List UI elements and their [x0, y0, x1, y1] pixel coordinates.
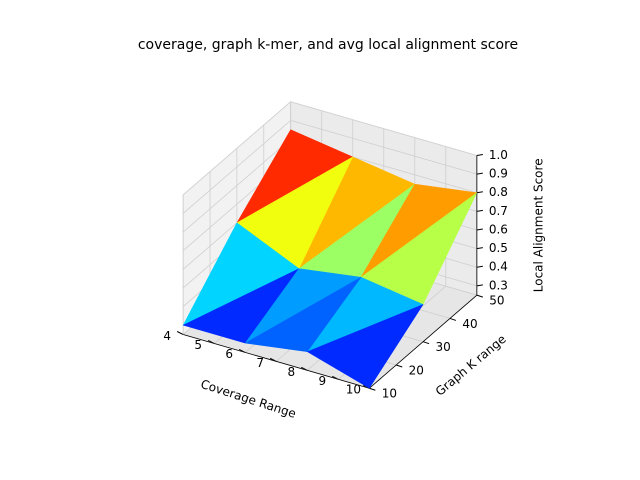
grid-line — [290, 119, 477, 175]
surface-facet — [306, 303, 424, 389]
z-tick-label: 0.7 — [489, 204, 508, 218]
grid-line — [182, 120, 291, 214]
y-tick — [369, 387, 376, 391]
x-tick-label: 9 — [318, 374, 326, 388]
z-axis-label: Local Alignment Score — [531, 158, 545, 292]
x-tick-label: 10 — [346, 383, 361, 397]
x-tick-label: 4 — [163, 329, 171, 343]
z-tick-label: 0.6 — [489, 222, 508, 236]
z-tick — [476, 209, 483, 212]
y-tick-label: 50 — [489, 294, 504, 308]
y-tick-label: 20 — [409, 363, 424, 377]
z-tick — [476, 191, 483, 194]
y-tick — [449, 317, 457, 321]
z-tick-label: 1.0 — [489, 148, 508, 162]
y-tick-label: 30 — [435, 340, 450, 354]
x-tick-label: 8 — [287, 365, 295, 379]
z-tick — [476, 265, 483, 268]
surface-facet — [244, 277, 362, 352]
z-tick — [476, 154, 483, 156]
z-tick-label: 0.8 — [489, 185, 508, 199]
chart-title: coverage, graph k-mer, and avg local ali… — [138, 37, 518, 53]
axis-line — [183, 334, 370, 389]
y-tick — [476, 294, 484, 298]
grid-line — [182, 138, 291, 233]
y-tick — [422, 341, 430, 345]
z-tick-label: 0.4 — [489, 260, 508, 274]
z-tick-label: 0.5 — [489, 241, 508, 255]
x-tick — [176, 331, 184, 335]
y-tick-label: 10 — [382, 387, 397, 401]
x-tick-label: 6 — [225, 347, 233, 361]
x-tick-label: 5 — [194, 338, 202, 352]
grid-line — [182, 101, 291, 196]
z-tick — [476, 247, 483, 250]
x-axis-label: Coverage Range — [199, 377, 298, 421]
y-tick — [396, 364, 403, 368]
z-tick — [476, 284, 483, 287]
axis-line — [369, 294, 478, 389]
z-tick-label: 0.3 — [489, 278, 508, 292]
y-tick-label: 40 — [462, 317, 477, 331]
z-tick-label: 0.9 — [489, 167, 508, 181]
x-tick-label: 7 — [256, 356, 264, 370]
z-tick — [476, 228, 483, 231]
grid-line — [290, 101, 477, 156]
z-tick — [476, 172, 483, 175]
